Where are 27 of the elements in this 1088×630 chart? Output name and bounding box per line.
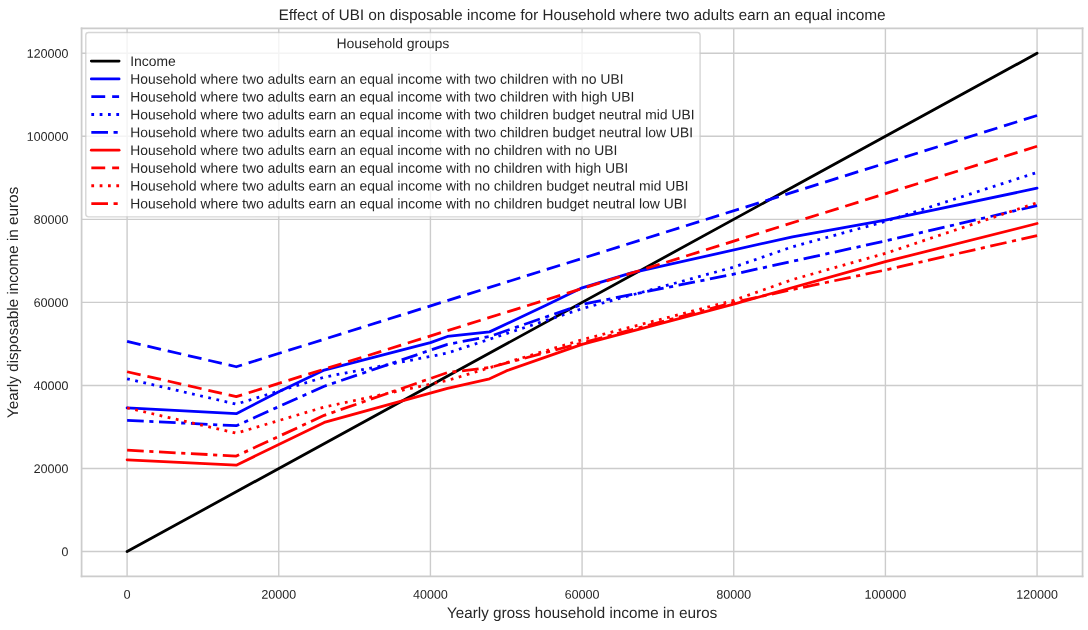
- y-tick-label: 100000: [27, 132, 68, 141]
- x-tick-label: 100000: [865, 589, 906, 599]
- legend-label: Household where two adults earn an equal income with no children with high UBI: [131, 162, 627, 176]
- x-tick-label: 60000: [565, 589, 599, 599]
- y-tick-label: 20000: [34, 464, 68, 474]
- x-tick-label: 120000: [1017, 589, 1058, 599]
- x-axis-title: Yearly gross household income in euros: [447, 606, 717, 622]
- y-tick-label: 0: [61, 547, 68, 557]
- y-tick-label: 60000: [34, 298, 68, 308]
- y-tick-label: 120000: [27, 49, 68, 58]
- x-tick-label: 80000: [716, 589, 751, 599]
- y-tick-label: 80000: [34, 215, 68, 225]
- x-tick-label: 0: [124, 589, 131, 599]
- legend-title: Household groups: [337, 38, 449, 52]
- legend-label: Household where two adults earn an equal income with two children with no UBI: [131, 73, 623, 87]
- legend-label: Household where two adults earn an equal income with two children budget neutral mid UBI: [131, 109, 694, 123]
- x-tick-label: 20000: [262, 589, 296, 599]
- legend-label: Household where two adults earn an equal income with no children with no UBI: [131, 144, 617, 158]
- y-tick-label: 40000: [33, 381, 68, 391]
- legend-label: Household where two adults earn an equal income with no children budget neutral mid UBI: [131, 180, 688, 194]
- y-axis-title: Yearly disposable income in euros: [6, 187, 22, 418]
- x-tick-label: 40000: [413, 589, 448, 599]
- chart-title: Effect of UBI on disposable income for Household where two adults earn an equal income: [279, 8, 885, 24]
- legend-label: Income: [131, 56, 176, 67]
- legend-label: Household where two adults earn an equal income with two children budget neutral low UBI: [131, 127, 692, 141]
- legend-label: Household where two adults earn an equal income with two children with high UBI: [131, 91, 634, 105]
- legend-label: Household where two adults earn an equal income with no children budget neutral low UBI: [131, 198, 686, 212]
